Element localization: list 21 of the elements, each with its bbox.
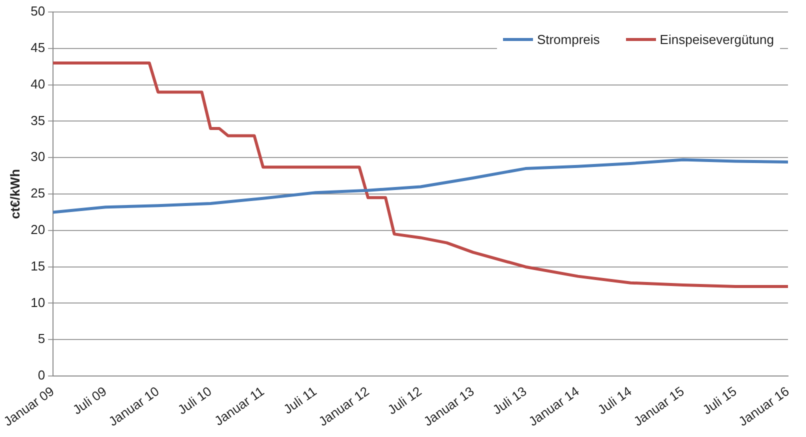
x-tick-label: Juli 09: [70, 384, 110, 418]
legend-label: Einspeisevergütung: [660, 32, 774, 47]
legend-label: Strompreis: [536, 32, 600, 47]
x-tick-label: Juli 10: [174, 384, 214, 418]
y-tick-label: 20: [30, 222, 46, 238]
x-tick-label: Juli 13: [490, 384, 530, 418]
y-tick-label: 30: [30, 149, 46, 164]
y-tick-label: 40: [30, 76, 46, 92]
y-tick-label: 5: [38, 331, 46, 346]
y-tick-label: 25: [30, 186, 46, 201]
x-tick-label: Juli 12: [384, 384, 424, 418]
y-tick-label: 45: [30, 40, 46, 55]
x-tick-label: Juli 14: [594, 384, 634, 418]
y-tick-label: 10: [30, 294, 46, 310]
y-tick-label: 50: [30, 4, 46, 19]
x-tick-label: Juli 15: [700, 384, 740, 418]
x-tick-label: Juli 11: [280, 384, 320, 417]
y-tick-label: 35: [30, 112, 46, 128]
y-axis-title: ct€/kWh: [7, 169, 22, 219]
y-tick-label: 0: [38, 368, 46, 383]
y-tick-label: 15: [30, 258, 46, 274]
